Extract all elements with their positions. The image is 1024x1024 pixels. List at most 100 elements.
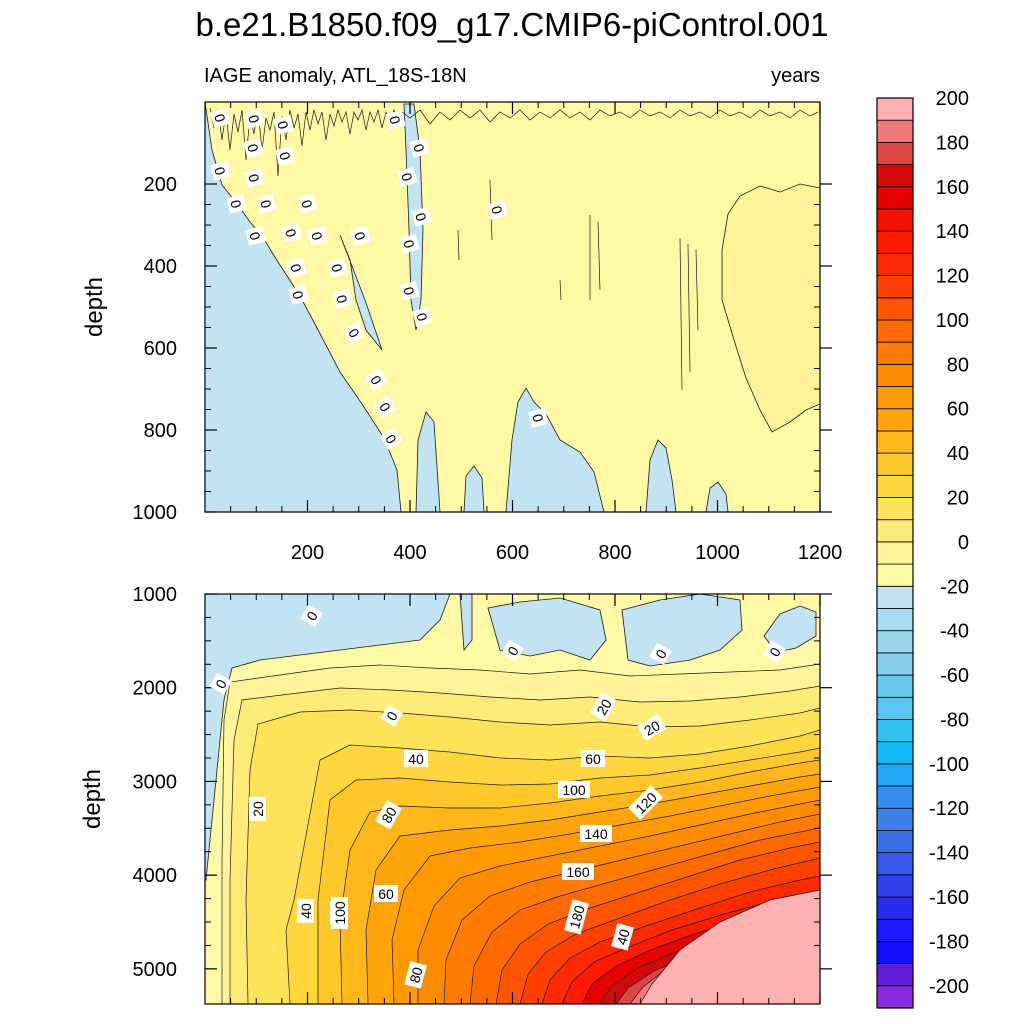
contour-label-bg [487, 199, 508, 220]
lower-negative-660 [621, 594, 743, 667]
contour-label: 160 [562, 863, 594, 880]
contour-label-bg [244, 167, 265, 188]
contour-label-text: 0 [298, 198, 316, 210]
contour-label: 0 [380, 704, 403, 727]
contour-label-bg [374, 885, 398, 902]
contour-label-bg [297, 899, 314, 923]
upper-negative-region-470 [463, 465, 485, 512]
lower-plot-area [205, 594, 820, 1004]
contour-label-text: 0 [410, 142, 428, 154]
contour-label: 0 [273, 114, 294, 135]
colorbar-tick-label: -120 [929, 798, 969, 820]
contour-label-text: 180 [566, 903, 588, 930]
colorbar-swatch [876, 763, 914, 787]
contour-label: 40 [611, 923, 634, 951]
colorbar-swatch [876, 563, 914, 587]
contour-label-bg [288, 284, 309, 305]
lower-contour-labels: 0000002020402040606080100120140160180406… [209, 604, 786, 989]
contour-label-bg [404, 750, 428, 767]
contour-label: 0 [286, 257, 307, 278]
contour-label: 0 [763, 640, 786, 663]
colorbar-tick-label: 0 [958, 532, 969, 554]
colorbar-swatch [876, 852, 914, 876]
contour-label-bg [256, 193, 277, 214]
lower-panel: 1000 2000 3000 4000 5000 depth 0 0 0 0 0 0 20 20 40 2… [79, 584, 832, 1005]
upper-negative-region-660 [645, 439, 677, 512]
colorbar-tick-label: -180 [929, 931, 969, 953]
colorbar-tick-label: -100 [929, 754, 969, 776]
colorbar-tick-label: 200 [936, 88, 969, 110]
colorbar-swatch [876, 430, 914, 454]
colorbar [876, 97, 914, 1009]
contour-label-bg [399, 233, 420, 254]
colorbar-swatch [876, 608, 914, 632]
contour-label-text: 20 [250, 801, 266, 817]
colorbar-swatch [876, 164, 914, 188]
contour-label: 180 [564, 899, 589, 935]
contour-label: 0 [244, 108, 265, 129]
colorbar-tick-label: 140 [936, 221, 969, 243]
lower-fill-200 [639, 889, 820, 1004]
upper-plot-area [205, 102, 820, 512]
contour-label: 0 [649, 642, 672, 665]
contour-label-text: 0 [287, 262, 305, 274]
contour-label-text: 0 [257, 198, 275, 210]
upper-ylabel: depth [81, 277, 108, 337]
x-tick-label: 1000 [695, 542, 740, 564]
contour-label-text: 0 [308, 230, 326, 242]
contour-label-text: 60 [585, 751, 601, 767]
colorbar-tick-label: -60 [940, 665, 969, 687]
contour-label-bg [501, 639, 524, 662]
colorbar-tick-label: 120 [936, 266, 969, 288]
contour-label-text: 0 [282, 227, 300, 239]
colorbar-swatch [876, 719, 914, 743]
contour-label: 0 [399, 233, 420, 254]
upper-negative-region-715 [705, 481, 729, 512]
x-tick-label: 200 [291, 542, 324, 564]
colorbar-swatch [876, 585, 914, 609]
contour-label-bg [628, 785, 663, 820]
colorbar-swatch [876, 408, 914, 432]
contour-label: 0 [245, 225, 266, 246]
contour-label: 0 [244, 167, 265, 188]
contour-label: 0 [307, 225, 328, 246]
contour-label-bg [332, 288, 353, 309]
contour-label: 20 [590, 692, 617, 722]
contour-label: 20 [637, 714, 667, 741]
contour-label-text: 0 [400, 238, 418, 250]
contour-label-bg [611, 923, 634, 951]
y-tick-label: 200 [144, 174, 177, 196]
contour-label-text: 0 [276, 150, 294, 162]
colorbar-swatch [876, 918, 914, 942]
x-tick-label: 600 [496, 542, 529, 564]
colorbar-swatch [876, 896, 914, 920]
contour-label-bg [327, 257, 348, 278]
colorbar-tick-label: 100 [936, 310, 969, 332]
colorbar-swatch [876, 452, 914, 476]
contour-label: 60 [581, 750, 605, 767]
colorbar-swatch [876, 985, 914, 1009]
contour-label: 100 [331, 897, 348, 929]
contour-label-text: 0 [244, 142, 262, 154]
y-tick-label: 5000 [133, 959, 178, 981]
colorbar-swatch [876, 874, 914, 898]
colorbar-tick-label: 80 [947, 354, 969, 376]
colorbar-swatch [876, 186, 914, 210]
colorbar-swatch [876, 474, 914, 498]
colorbar-swatch [876, 230, 914, 254]
y-tick-label: 600 [144, 338, 177, 360]
contour-label: 0 [297, 193, 318, 214]
colorbar-swatch [876, 252, 914, 276]
contour-label-text: 20 [641, 717, 663, 739]
contour-label-bg [210, 107, 231, 128]
y-tick-label: 4000 [133, 865, 178, 887]
lower-negative-460 [459, 594, 473, 652]
contour-label-bg [763, 640, 786, 663]
contour-label: 0 [409, 137, 430, 158]
contour-label: 0 [209, 672, 232, 695]
colorbar-swatch [876, 297, 914, 321]
contour-label-bg [249, 797, 266, 821]
colorbar-swatch [876, 674, 914, 698]
contour-label-text: 40 [408, 751, 424, 767]
